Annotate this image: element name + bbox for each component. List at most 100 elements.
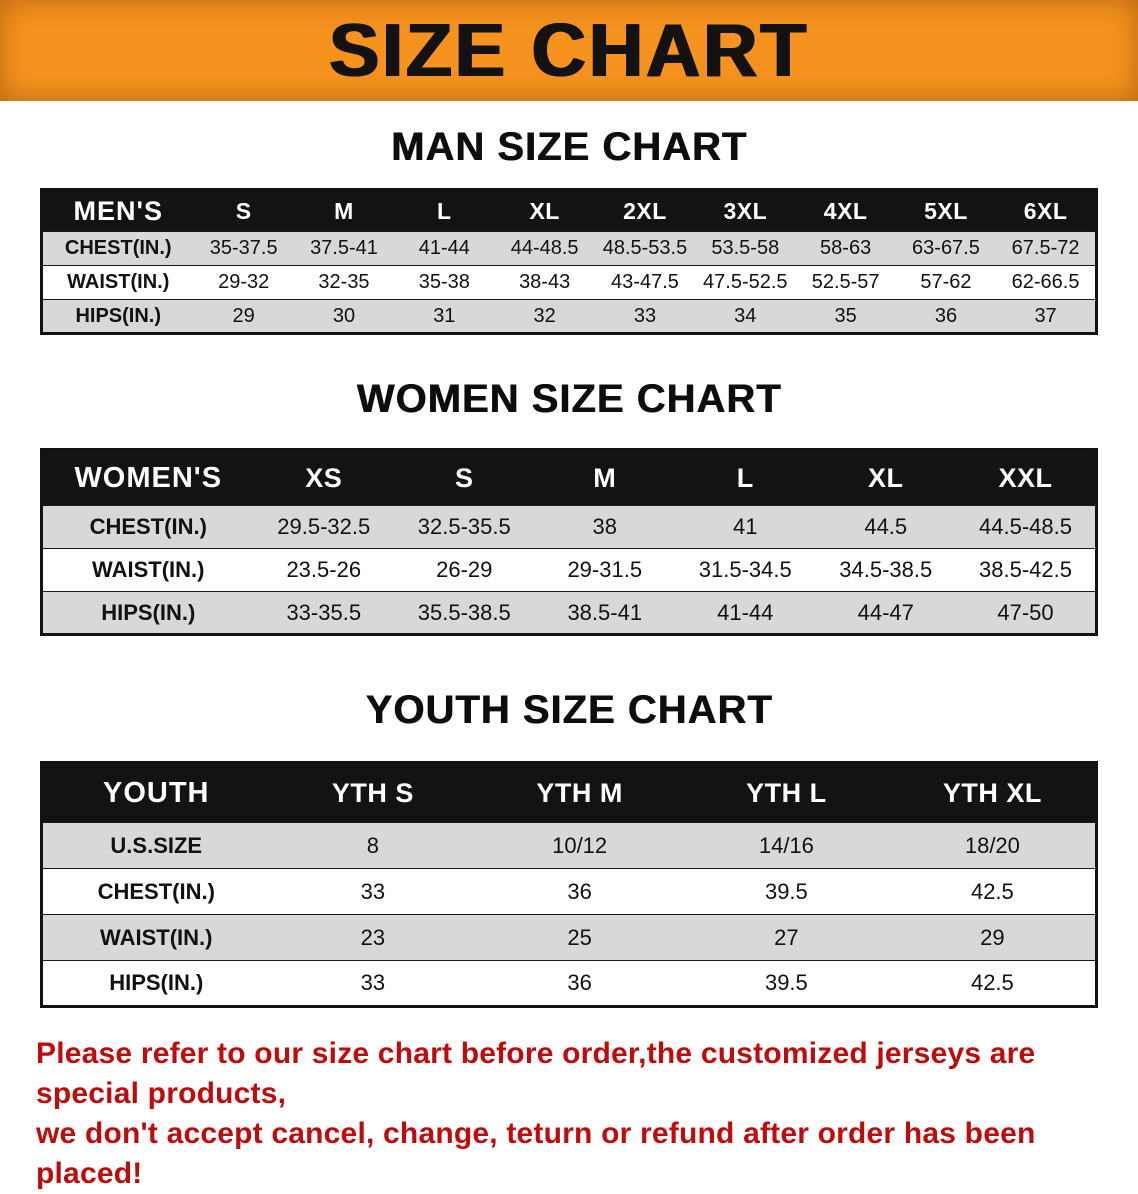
size-value: 8 (269, 822, 477, 869)
table-row: CHEST(IN.) 35-37.5 37.5-41 41-44 44-48.5 48.5… (41, 231, 1097, 266)
size-value: 67.5-72 (996, 231, 1097, 266)
table-corner-label: MEN'S (41, 189, 194, 232)
size-value: 43-47.5 (594, 265, 696, 300)
measurement-row-label: CHEST(IN.) (41, 231, 194, 266)
size-column-header: L (675, 449, 816, 506)
size-column-header: YTH XL (889, 762, 1097, 823)
size-value: 29 (193, 299, 294, 334)
table-header-row: WOMEN'S XS S M L XL XXL (41, 449, 1097, 506)
size-value: 48.5-53.5 (594, 231, 696, 266)
man-size-chart-section: MAN SIZE CHART MEN'S S M L XL 2XL 3XL 4XL 5XL 6XL… (0, 125, 1138, 335)
size-value: 47-50 (956, 591, 1097, 635)
table-row: WAIST(IN.) 23 25 27 29 (41, 914, 1097, 961)
size-value: 33-35.5 (253, 591, 394, 635)
size-column-header: L (394, 189, 495, 232)
size-column-header: 6XL (996, 189, 1097, 232)
size-value: 10/12 (476, 822, 683, 869)
table-corner-label: WOMEN'S (41, 449, 254, 506)
size-value: 32-35 (293, 265, 395, 300)
size-value: 33 (269, 960, 477, 1007)
size-value: 23.5-26 (253, 548, 394, 592)
youth-size-chart-section: YOUTH SIZE CHART YOUTH YTH S YTH M YTH L YTH… (0, 688, 1138, 1008)
size-value: 47.5-52.5 (695, 265, 796, 300)
men-size-table: MEN'S S M L XL 2XL 3XL 4XL 5XL 6XL CHEST(IN.) 35-37… (40, 188, 1098, 335)
size-column-header: YTH L (683, 762, 890, 823)
youth-size-chart-heading: YOUTH SIZE CHART (365, 688, 773, 732)
size-column-header: YTH S (269, 762, 477, 823)
size-value: 29-32 (193, 265, 294, 300)
size-value: 34.5-38.5 (815, 548, 956, 592)
measurement-row-label: WAIST(IN.) (41, 914, 270, 961)
size-value: 37 (996, 299, 1097, 334)
size-value: 18/20 (889, 822, 1097, 869)
size-value: 63-67.5 (895, 231, 997, 266)
size-value: 32 (494, 299, 595, 334)
table-row: HIPS(IN.) 33 36 39.5 42.5 (41, 960, 1097, 1007)
size-value: 30 (293, 299, 395, 334)
measurement-row-label: WAIST(IN.) (41, 265, 194, 300)
size-value: 25 (476, 914, 683, 961)
table-corner-label: YOUTH (41, 762, 270, 823)
order-policy-line-2: we don't accept cancel, change, teturn o… (36, 1116, 1036, 1190)
size-value: 53.5-58 (695, 231, 796, 266)
order-policy-note: Please refer to our size chart before or… (36, 1034, 1104, 1194)
size-value: 44-48.5 (494, 231, 595, 266)
size-value: 36 (476, 868, 683, 915)
size-value: 57-62 (895, 265, 997, 300)
size-column-header: 3XL (695, 189, 796, 232)
size-value: 35 (795, 299, 896, 334)
size-value: 58-63 (795, 231, 896, 266)
size-value: 36 (476, 960, 683, 1007)
size-value: 33 (594, 299, 696, 334)
table-row: HIPS(IN.) 29 30 31 32 33 34 35 36 37 (41, 299, 1097, 334)
size-value: 34 (695, 299, 796, 334)
size-value: 42.5 (889, 960, 1097, 1007)
page-title: SIZE CHART (329, 8, 809, 92)
size-value: 35-37.5 (193, 231, 294, 266)
size-value: 29-31.5 (534, 548, 675, 592)
measurement-row-label: HIPS(IN.) (41, 299, 194, 334)
measurement-row-label: HIPS(IN.) (41, 591, 254, 635)
size-value: 23 (269, 914, 477, 961)
size-value: 27 (683, 914, 890, 961)
size-value: 35-38 (394, 265, 495, 300)
measurement-row-label: U.S.SIZE (41, 822, 270, 869)
size-column-header: XXL (956, 449, 1097, 506)
table-row: WAIST(IN.) 23.5-26 26-29 29-31.5 31.5-34.5 34… (41, 548, 1097, 592)
women-size-chart-section: WOMEN SIZE CHART WOMEN'S XS S M L XL XXL CHEST(… (0, 377, 1138, 636)
table-row: CHEST(IN.) 29.5-32.5 32.5-35.5 38 41 44.5 44.5… (41, 505, 1097, 549)
size-column-header: 4XL (795, 189, 896, 232)
size-value: 31 (394, 299, 495, 334)
size-column-header: S (394, 449, 535, 506)
size-value: 44.5-48.5 (956, 505, 1097, 549)
size-column-header: M (293, 189, 395, 232)
size-value: 33 (269, 868, 477, 915)
size-value: 32.5-35.5 (394, 505, 535, 549)
table-header-row: MEN'S S M L XL 2XL 3XL 4XL 5XL 6XL (41, 189, 1097, 232)
size-value: 52.5-57 (795, 265, 896, 300)
size-column-header: XL (494, 189, 595, 232)
size-value: 62-66.5 (996, 265, 1097, 300)
banner: SIZE CHART (0, 0, 1138, 101)
size-value: 26-29 (394, 548, 535, 592)
size-value: 39.5 (683, 960, 890, 1007)
women-size-chart-heading: WOMEN SIZE CHART (356, 377, 782, 421)
measurement-row-label: WAIST(IN.) (41, 548, 254, 592)
size-column-header: S (193, 189, 294, 232)
size-value: 41-44 (675, 591, 816, 635)
size-value: 38 (534, 505, 675, 549)
size-column-header: XS (253, 449, 394, 506)
size-value: 44-47 (815, 591, 956, 635)
size-value: 41-44 (394, 231, 495, 266)
measurement-row-label: CHEST(IN.) (41, 505, 254, 549)
size-column-header: M (534, 449, 675, 506)
women-size-table: WOMEN'S XS S M L XL XXL CHEST(IN.) 29.5-32.5 32.5… (40, 448, 1098, 636)
size-value: 42.5 (889, 868, 1097, 915)
order-policy-line-1: Please refer to our size chart before or… (36, 1037, 1036, 1110)
size-value: 35.5-38.5 (394, 591, 535, 635)
size-value: 44.5 (815, 505, 956, 549)
size-value: 36 (895, 299, 997, 334)
measurement-row-label: CHEST(IN.) (41, 868, 270, 915)
measurement-row-label: HIPS(IN.) (41, 960, 270, 1007)
